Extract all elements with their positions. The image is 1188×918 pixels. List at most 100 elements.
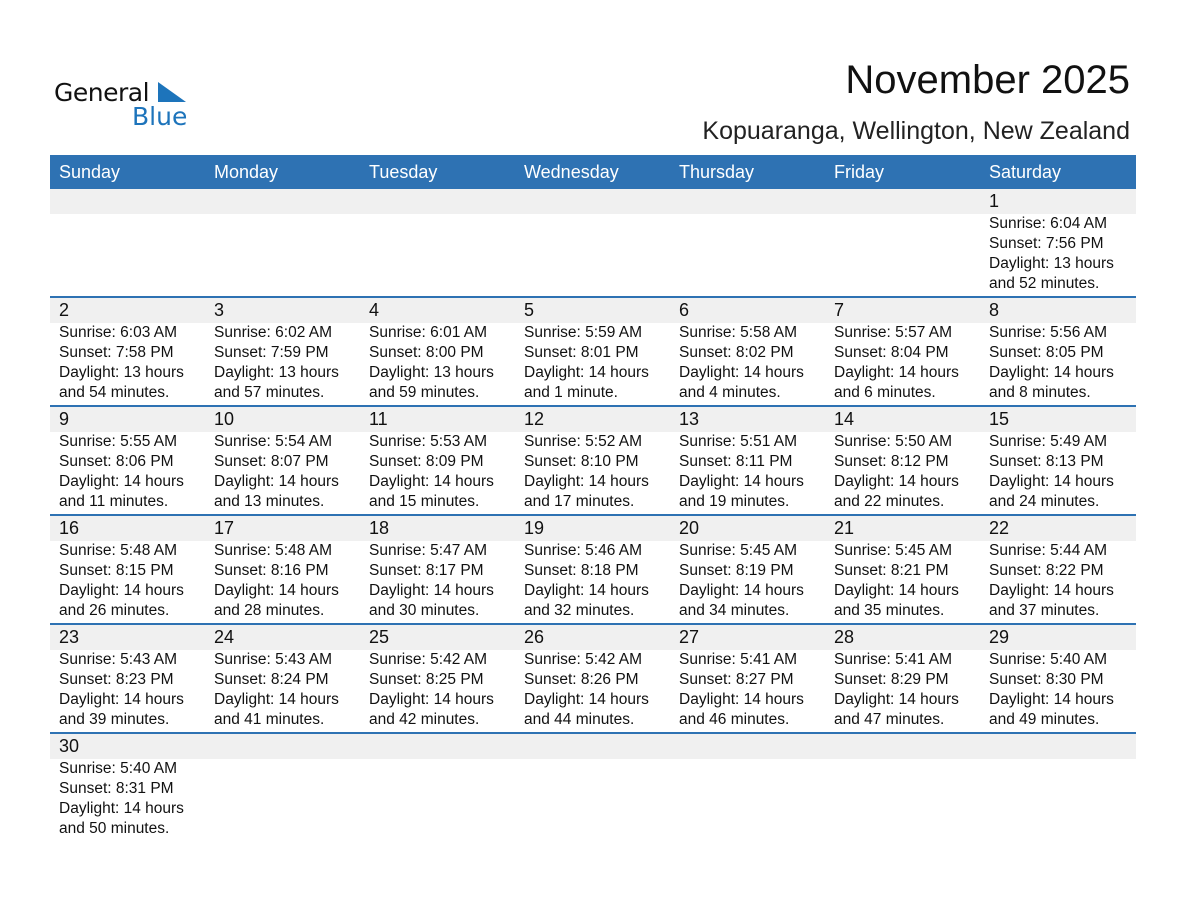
day-number: 26 (524, 627, 545, 647)
day-cell: 24 Sunrise: 5:43 AM Sunset: 8:24 PM Dayligh… (205, 625, 360, 732)
daylight-minutes-text: and 30 minutes. (369, 602, 480, 619)
daylight-minutes-text: and 13 minutes. (214, 493, 325, 510)
day-cell: 20 Sunrise: 5:45 AM Sunset: 8:19 PM Dayligh… (670, 516, 825, 623)
empty-cell (360, 734, 515, 843)
sunrise-text: Sunrise: 5:47 AM (369, 542, 488, 559)
daylight-text: Daylight: 14 hours (989, 473, 1114, 490)
empty-cell (205, 189, 360, 296)
sunset-text: Sunset: 8:09 PM (369, 453, 484, 470)
location-subtitle: Kopuaranga, Wellington, New Zealand (702, 117, 1130, 145)
daylight-text: Daylight: 14 hours (679, 364, 804, 381)
sunrise-text: Sunrise: 5:51 AM (679, 433, 798, 450)
day-number-band (50, 298, 1136, 323)
day-number: 23 (59, 627, 80, 647)
day-cell: 17 Sunrise: 5:48 AM Sunset: 8:16 PM Dayligh… (205, 516, 360, 623)
sunset-text: Sunset: 8:19 PM (679, 562, 794, 579)
sunrise-text: Sunrise: 5:41 AM (679, 651, 798, 668)
daylight-text: Daylight: 13 hours (989, 255, 1114, 272)
day-number: 11 (369, 409, 388, 429)
week-row: 9 Sunrise: 5:55 AM Sunset: 8:06 PM Daylight… (50, 407, 1136, 516)
day-number: 27 (679, 627, 700, 647)
day-number: 17 (214, 518, 235, 538)
weekday-monday: Monday (214, 162, 279, 182)
logo-text-blue: Blue (132, 102, 188, 131)
sunset-text: Sunset: 8:10 PM (524, 453, 639, 470)
day-number: 13 (679, 409, 700, 429)
empty-cell (205, 734, 360, 843)
weekday-friday: Friday (834, 162, 885, 182)
daylight-minutes-text: and 57 minutes. (214, 384, 325, 401)
daylight-minutes-text: and 44 minutes. (524, 711, 635, 728)
day-cell: 1 Sunrise: 6:04 AM Sunset: 7:56 PM Daylight… (980, 189, 1135, 296)
day-number: 16 (59, 518, 80, 538)
day-cell: 14 Sunrise: 5:50 AM Sunset: 8:12 PM Dayligh… (825, 407, 980, 514)
weekday-thursday: Thursday (679, 162, 755, 182)
sunrise-text: Sunrise: 5:45 AM (679, 542, 798, 559)
sunrise-text: Sunrise: 5:55 AM (59, 433, 178, 450)
daylight-minutes-text: and 1 minute. (524, 384, 618, 401)
daylight-minutes-text: and 41 minutes. (214, 711, 325, 728)
sunrise-text: Sunrise: 5:43 AM (59, 651, 178, 668)
day-number: 8 (989, 300, 1000, 320)
sunrise-text: Sunrise: 5:40 AM (989, 651, 1108, 668)
daylight-text: Daylight: 14 hours (834, 364, 959, 381)
sunset-text: Sunset: 8:01 PM (524, 344, 639, 361)
daylight-text: Daylight: 14 hours (369, 691, 494, 708)
empty-cell (670, 189, 825, 296)
day-cell: 23 Sunrise: 5:43 AM Sunset: 8:23 PM Dayligh… (50, 625, 205, 732)
day-cell: 15 Sunrise: 5:49 AM Sunset: 8:13 PM Dayligh… (980, 407, 1135, 514)
day-number: 4 (369, 300, 380, 320)
day-number: 6 (679, 300, 690, 320)
day-number: 30 (59, 736, 80, 756)
sunset-text: Sunset: 8:04 PM (834, 344, 949, 361)
daylight-minutes-text: and 46 minutes. (679, 711, 790, 728)
daylight-minutes-text: and 42 minutes. (369, 711, 480, 728)
sunrise-text: Sunrise: 5:52 AM (524, 433, 643, 450)
day-cell: 4 Sunrise: 6:01 AM Sunset: 8:00 PM Daylight… (360, 298, 515, 405)
daylight-text: Daylight: 14 hours (214, 473, 339, 490)
sunset-text: Sunset: 8:13 PM (989, 453, 1104, 470)
sunset-text: Sunset: 8:26 PM (524, 671, 639, 688)
sunrise-text: Sunrise: 5:49 AM (989, 433, 1108, 450)
daylight-text: Daylight: 14 hours (524, 473, 649, 490)
day-number: 19 (524, 518, 545, 538)
day-number: 1 (989, 191, 1000, 211)
daylight-minutes-text: and 34 minutes. (679, 602, 790, 619)
day-number: 12 (524, 409, 545, 429)
daylight-minutes-text: and 6 minutes. (834, 384, 936, 401)
day-cell: 22 Sunrise: 5:44 AM Sunset: 8:22 PM Dayligh… (980, 516, 1135, 623)
daylight-minutes-text: and 52 minutes. (989, 275, 1100, 292)
sunset-text: Sunset: 8:31 PM (59, 780, 174, 797)
sunrise-text: Sunrise: 5:46 AM (524, 542, 643, 559)
sunrise-text: Sunrise: 5:48 AM (214, 542, 333, 559)
daylight-text: Daylight: 14 hours (679, 473, 804, 490)
day-cell: 30 Sunrise: 5:40 AM Sunset: 8:31 PM Dayligh… (50, 734, 205, 843)
sunrise-text: Sunrise: 5:48 AM (59, 542, 178, 559)
daylight-text: Daylight: 13 hours (59, 364, 184, 381)
sunset-text: Sunset: 8:27 PM (679, 671, 794, 688)
weekday-header-row: Sunday Monday Tuesday Wednesday Thursday Frid… (50, 155, 1136, 189)
empty-cell (825, 189, 980, 296)
sunset-text: Sunset: 8:11 PM (679, 453, 793, 470)
sunrise-text: Sunrise: 5:54 AM (214, 433, 333, 450)
daylight-text: Daylight: 14 hours (214, 691, 339, 708)
daylight-text: Daylight: 14 hours (989, 364, 1114, 381)
daylight-minutes-text: and 32 minutes. (524, 602, 635, 619)
daylight-minutes-text: and 8 minutes. (989, 384, 1091, 401)
day-number: 2 (59, 300, 70, 320)
logo-triangle-icon (158, 82, 186, 102)
day-cell: 29 Sunrise: 5:40 AM Sunset: 8:30 PM Dayligh… (980, 625, 1135, 732)
day-number-band (50, 407, 1136, 432)
day-cell: 18 Sunrise: 5:47 AM Sunset: 8:17 PM Dayligh… (360, 516, 515, 623)
empty-cell (670, 734, 825, 843)
sunrise-text: Sunrise: 5:45 AM (834, 542, 953, 559)
daylight-minutes-text: and 17 minutes. (524, 493, 635, 510)
empty-cell (980, 734, 1135, 843)
day-cell: 10 Sunrise: 5:54 AM Sunset: 8:07 PM Dayligh… (205, 407, 360, 514)
week-row: 2 Sunrise: 6:03 AM Sunset: 7:58 PM Daylight… (50, 298, 1136, 407)
general-blue-logo: General Blue (54, 78, 194, 131)
daylight-minutes-text: and 4 minutes. (679, 384, 781, 401)
sunrise-text: Sunrise: 5:43 AM (214, 651, 333, 668)
day-cell: 5 Sunrise: 5:59 AM Sunset: 8:01 PM Daylight… (515, 298, 670, 405)
week-row: 1 Sunrise: 6:04 AM Sunset: 7:56 PM Daylight… (50, 189, 1136, 298)
